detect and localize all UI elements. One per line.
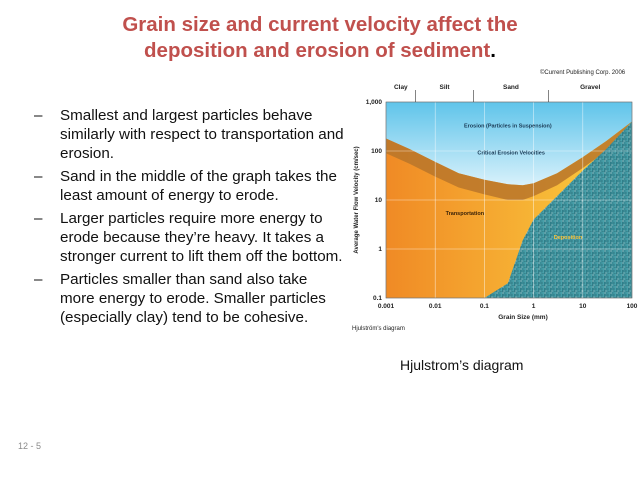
x-tick-label: 100 (627, 303, 638, 310)
grain-class-label: Gravel (580, 84, 600, 91)
bullet-item: Larger particles require more energy to … (34, 209, 344, 266)
bullet-item: Sand in the middle of the graph takes th… (34, 167, 344, 205)
grain-class-label: Silt (439, 84, 450, 91)
title-period: . (490, 39, 496, 62)
x-tick-label: 0.01 (429, 303, 442, 310)
x-axis-label: Grain Size (mm) (498, 314, 547, 321)
erosion-region (386, 102, 632, 186)
grain-class-label: Clay (394, 84, 408, 91)
x-tick-label: 10 (579, 303, 587, 310)
y-tick-label: 0.1 (373, 295, 382, 302)
deposition-region (386, 121, 632, 298)
bullet-list: Smallest and largest particles behave si… (34, 106, 344, 331)
title-line-2: deposition and erosion of sediment (144, 39, 491, 62)
x-tick-label: 0.1 (480, 303, 489, 310)
y-tick-label: 100 (371, 148, 382, 155)
x-tick-label: 1 (532, 303, 536, 310)
copyright-text: ©Current Publishing Corp. 2006 (540, 70, 626, 76)
bullet-item: Particles smaller than sand also take mo… (34, 270, 344, 327)
chart-caption: Hjulstrom’s diagram (400, 357, 524, 373)
critical-band (386, 121, 632, 200)
in-chart-caption: Hjulström's diagram (352, 326, 405, 332)
critical-label: Critical Erosion Velocities (477, 150, 545, 156)
x-tick-label: 0.001 (378, 303, 395, 310)
y-tick-label: 1 (378, 246, 382, 253)
deposition-label: Deposition (554, 235, 583, 241)
y-tick-label: 1,000 (366, 99, 383, 106)
y-axis-label: Average Water Flow Velocity (cm/sec) (354, 146, 360, 253)
erosion-label: Erosion (Particles in Suspension) (464, 124, 552, 130)
bullet-item: Smallest and largest particles behave si… (34, 106, 344, 163)
plot-frame (385, 101, 633, 299)
transport-label: Transportation (446, 211, 485, 217)
slide-title: Grain size and current velocity affect t… (60, 12, 580, 64)
slide-number: 12 - 5 (18, 441, 42, 451)
y-tick-label: 10 (375, 197, 383, 204)
hjulstrom-chart: 0.001 0.01 0.1 1 10 100 0.1 1 10 100 1,000 Clay Silt… (352, 84, 638, 332)
grain-class-label: Sand (503, 84, 519, 91)
title-line-1: Grain size and current velocity affect t… (122, 13, 518, 36)
